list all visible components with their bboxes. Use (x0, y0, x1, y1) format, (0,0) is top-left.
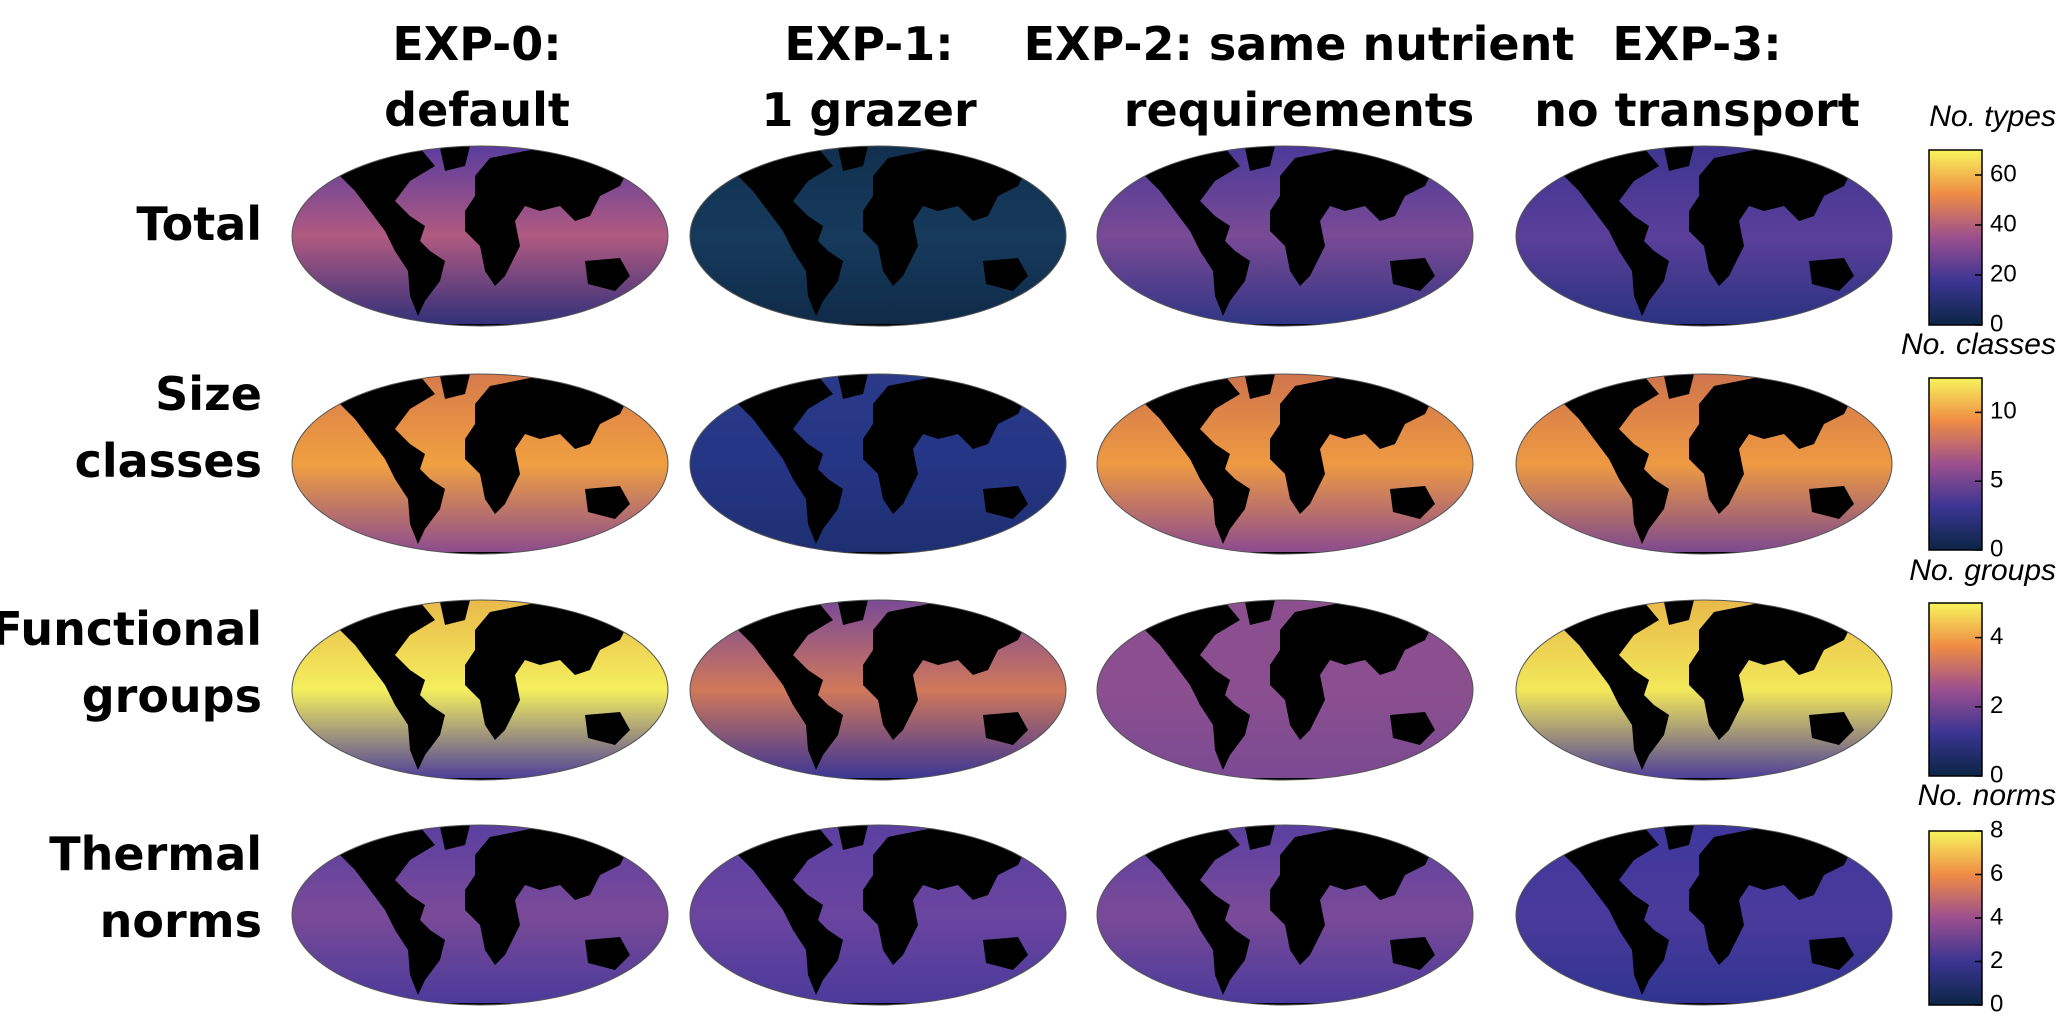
colorbar-tick-label: 6 (1990, 860, 2003, 887)
map (1515, 824, 1893, 1006)
map (1515, 373, 1893, 555)
colorbar-tick-label: 0 (1990, 535, 2003, 562)
map-outline (291, 373, 669, 555)
colorbar-tick-label: 0 (1990, 761, 2003, 788)
colorbar-label: No. types (1929, 100, 2056, 133)
row-label: Total (136, 197, 262, 251)
row-label: classes (75, 434, 262, 488)
map (1515, 145, 1893, 327)
map (291, 599, 669, 781)
colorbar-tick-label: 20 (1990, 260, 2017, 287)
map (1515, 599, 1893, 781)
colorbar-tick-label: 4 (1990, 623, 2003, 650)
row-label: Size (155, 367, 262, 421)
column-header: default (384, 83, 570, 137)
map-outline (689, 373, 1067, 555)
column-header: no transport (1534, 83, 1859, 137)
colorbar-tick-label: 2 (1990, 692, 2003, 719)
map (689, 599, 1067, 781)
map (291, 824, 669, 1006)
map-outline (1096, 373, 1474, 555)
row-label: groups (82, 669, 262, 723)
map (689, 824, 1067, 1006)
map-outline (689, 824, 1067, 1006)
map (1096, 599, 1474, 781)
map (1096, 145, 1474, 327)
map-outline (689, 145, 1067, 327)
colorbar-tick-label: 0 (1990, 310, 2003, 337)
map-outline (291, 599, 669, 781)
colorbar-label: No. classes (1901, 328, 2056, 361)
column-header: EXP-2: same nutrient (1024, 17, 1575, 71)
colorbar-tick-label: 10 (1990, 398, 2017, 425)
map-outline (1515, 145, 1893, 327)
colorbar-tick-label: 60 (1990, 160, 2017, 187)
colorbar (1928, 602, 1983, 777)
colorbar-tick-label: 5 (1990, 467, 2003, 494)
map-outline (291, 824, 669, 1006)
column-header: EXP-1: (784, 17, 953, 71)
map-outline (1096, 145, 1474, 327)
column-header: EXP-3: (1612, 17, 1781, 71)
colorbar (1928, 377, 1983, 551)
map-outline (689, 599, 1067, 781)
colorbar-tick-label: 2 (1990, 947, 2003, 974)
row-label: Thermal (49, 827, 262, 881)
map-outline (1515, 824, 1893, 1006)
column-header: requirements (1124, 83, 1474, 137)
colorbar-tick-label: 40 (1990, 210, 2017, 237)
colorbar-label: No. groups (1909, 554, 2056, 587)
map (689, 373, 1067, 555)
row-label: norms (100, 894, 262, 948)
colorbar-tick-label: 8 (1990, 816, 2003, 843)
map (291, 145, 669, 327)
colorbar-tick-label: 0 (1990, 990, 2003, 1017)
map (1096, 373, 1474, 555)
row-label: Functional (0, 602, 262, 656)
map-outline (1515, 373, 1893, 555)
map (689, 145, 1067, 327)
colorbar (1928, 830, 1983, 1006)
column-header: 1 grazer (761, 83, 977, 137)
colorbar-label: No. norms (1918, 779, 2056, 812)
map-outline (1096, 599, 1474, 781)
column-header: EXP-0: (392, 17, 561, 71)
map (291, 373, 669, 555)
map-outline (1515, 599, 1893, 781)
map-outline (291, 145, 669, 327)
colorbar (1928, 149, 1983, 326)
map (1096, 824, 1474, 1006)
map-outline (1096, 824, 1474, 1006)
colorbar-tick-label: 4 (1990, 903, 2003, 930)
